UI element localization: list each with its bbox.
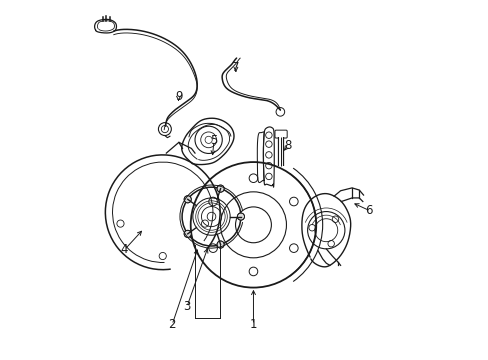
Text: 8: 8: [284, 139, 291, 152]
Circle shape: [184, 196, 191, 203]
Text: 9: 9: [174, 90, 182, 103]
Circle shape: [217, 241, 224, 248]
Circle shape: [184, 230, 191, 238]
Circle shape: [237, 213, 244, 220]
Text: 3: 3: [183, 300, 190, 313]
Circle shape: [217, 185, 224, 192]
Text: 6: 6: [365, 204, 372, 217]
Text: 2: 2: [168, 318, 176, 331]
FancyBboxPatch shape: [274, 130, 286, 138]
Text: 7: 7: [232, 61, 239, 74]
Text: 5: 5: [210, 134, 217, 147]
Text: 4: 4: [121, 243, 128, 256]
Text: 1: 1: [249, 318, 257, 331]
